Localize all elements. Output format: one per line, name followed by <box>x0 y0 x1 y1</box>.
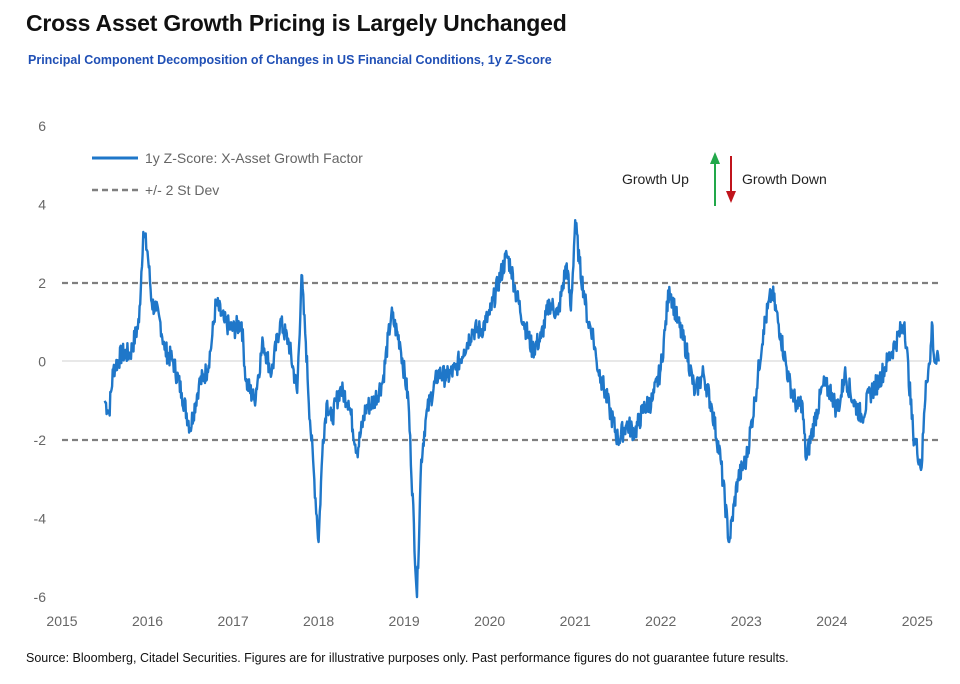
legend-label-growth-factor: 1y Z-Score: X-Asset Growth Factor <box>145 150 363 166</box>
y-tick-label: -6 <box>34 589 47 605</box>
y-tick-label: 6 <box>38 118 46 134</box>
arrow-down-icon <box>726 156 736 203</box>
x-tick-label: 2017 <box>217 613 248 629</box>
x-tick-label: 2020 <box>474 613 505 629</box>
x-axis-ticks: 2015 2016 2017 2018 2019 2020 2021 2022 2023 2024… <box>46 613 933 629</box>
chart-subtitle: Principal Component Decomposition of Cha… <box>28 53 552 67</box>
x-tick-label: 2023 <box>731 613 762 629</box>
y-tick-label: 4 <box>38 197 46 213</box>
y-axis-ticks: 6 4 2 0 -2 -4 -6 <box>34 118 47 605</box>
source-note: Source: Bloomberg, Citadel Securities. F… <box>26 651 789 665</box>
y-tick-label: 0 <box>38 354 46 370</box>
x-tick-label: 2015 <box>46 613 77 629</box>
y-tick-label: 2 <box>38 275 46 291</box>
annotation-growth-up: Growth Up <box>622 171 689 187</box>
arrow-up-icon <box>710 152 720 206</box>
x-tick-label: 2018 <box>303 613 334 629</box>
x-tick-label: 2019 <box>389 613 420 629</box>
chart-title: Cross Asset Growth Pricing is Largely Un… <box>26 10 567 36</box>
y-tick-label: -4 <box>34 511 47 527</box>
growth-factor-series-line <box>103 219 940 599</box>
legend-label-std-dev: +/- 2 St Dev <box>145 182 219 198</box>
x-tick-label: 2022 <box>645 613 676 629</box>
x-tick-label: 2021 <box>560 613 591 629</box>
x-tick-label: 2024 <box>816 613 847 629</box>
y-tick-label: -2 <box>34 432 47 448</box>
x-tick-label: 2016 <box>132 613 163 629</box>
std-dev-lines <box>62 281 940 442</box>
annotation-growth-down: Growth Down <box>742 171 827 187</box>
x-tick-label: 2025 <box>902 613 933 629</box>
